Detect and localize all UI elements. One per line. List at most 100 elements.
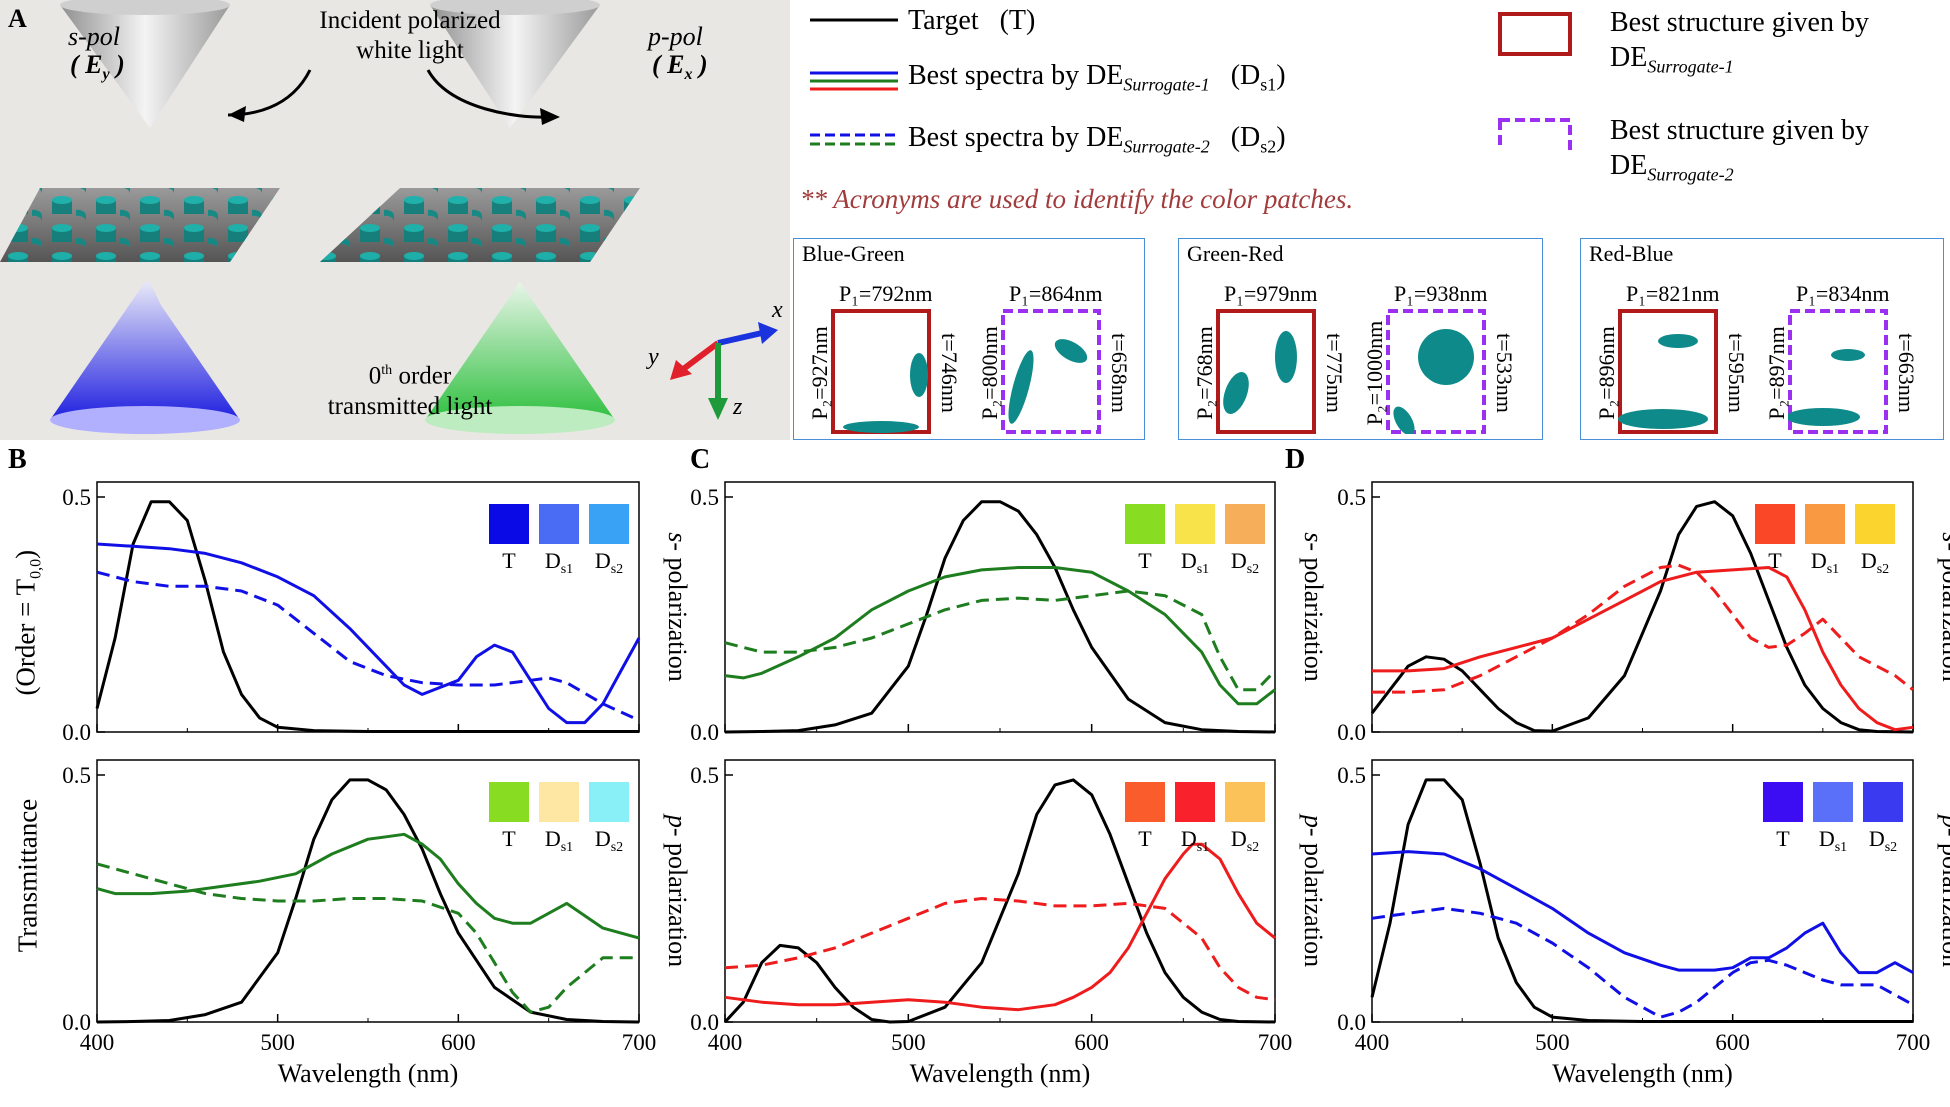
structure2-p1-label: P₁=864nm (1009, 281, 1103, 306)
color-swatch (589, 504, 629, 544)
y-tick-label: 0.0 (62, 720, 91, 745)
structure1-thickness-label: t=595nm (1724, 333, 1749, 413)
x-axis-label: Wavelength (nm) (910, 1059, 1091, 1088)
spectrum-plot-d-p: 400 500 600 700 0.0 0.5 T Ds1 Ds2 p- polarization… (1337, 759, 1950, 1088)
spectrum-plot-c-p: 400 500 600 700 0.0 0.5 T Ds1 Ds2 p- polarization… (690, 759, 1328, 1088)
x-axis-label: Wavelength (nm) (1552, 1059, 1733, 1088)
panel-label-c: C (690, 444, 711, 475)
swatch-label: Ds1 (545, 826, 573, 855)
structure2-thickness-label: t=658nm (1107, 333, 1132, 413)
swatch-label: Ds1 (1181, 548, 1209, 577)
color-swatch (1855, 504, 1895, 544)
legend-structure2: Best structure given by DESurrogate-2 (1610, 115, 1869, 185)
color-swatch (1175, 782, 1215, 822)
color-swatch (1125, 782, 1165, 822)
series-line-t (1370, 500, 1914, 734)
series-line-ds2 (1372, 563, 1914, 694)
swatch-label: T (1768, 548, 1782, 573)
swatch-label: Ds2 (1231, 548, 1259, 577)
series-line-t (96, 778, 640, 1024)
structure-box-green-red: Green-Red P₁=979nm P₂=768nm t=775nm P₁=938nm… (1178, 238, 1543, 440)
y-axis-arrow (680, 340, 720, 373)
arrow-right (426, 69, 546, 119)
swatch-label: T (1138, 548, 1152, 573)
x-tick-label: 600 (1074, 1030, 1109, 1055)
structure2-p1-label: P₁=938nm (1394, 281, 1488, 306)
series-line-ds2 (96, 862, 639, 1014)
structure2-p2-label: P₂=1000nm (1362, 320, 1387, 426)
series-line-t (1370, 778, 1913, 1023)
polarization-label: s- polarization (663, 532, 692, 681)
legend-structure1: Best structure given by DESurrogate-1 (1610, 7, 1869, 77)
panel-label-a: A (8, 4, 27, 33)
color-swatch (1813, 782, 1853, 822)
transmitted-light-label: 0th order transmitted light (327, 362, 493, 421)
legend-surrogate1: Best spectra by DESurrogate-1 (Ds1) (908, 60, 1286, 95)
structure1-p1-label: P₁=821nm (1626, 281, 1720, 306)
p-field-label: ( Ex ) (652, 50, 708, 84)
y-tick-label: 0.5 (690, 763, 719, 788)
swatch-label: Ds2 (1231, 826, 1259, 855)
x-tick-label: 600 (1715, 1030, 1750, 1055)
color-swatch (1805, 504, 1845, 544)
legend-target: Target (T) (908, 5, 1036, 36)
structure2-p1-label: P₁=834nm (1796, 281, 1890, 306)
swatch-label: Ds1 (545, 548, 573, 577)
x-tick-label: 700 (1258, 1030, 1293, 1055)
spectrum-plot-b-s: 0.0 0.5 T Ds1 Ds2 s- polarization (62, 481, 692, 745)
s-field-label: ( Ey ) (70, 50, 125, 84)
structure2-unit-cell (1001, 309, 1101, 434)
y-tick-label: 0.0 (1337, 1010, 1366, 1035)
legend-lines (810, 12, 1572, 150)
swatch-label: T (1776, 826, 1790, 851)
spectrum-plot-d-s: 0.0 0.5 T Ds1 Ds2 s- polarization (1337, 481, 1950, 745)
structure-title: Green-Red (1187, 241, 1284, 266)
incident-light-label: Incident polarized white light (319, 7, 501, 64)
ylabel-bottom: Transmittance (12, 798, 43, 953)
x-axis-label: Wavelength (nm) (278, 1059, 459, 1088)
structure1-p2-label: P₂=896nm (1594, 326, 1619, 420)
structure-title: Red-Blue (1589, 241, 1674, 266)
structure-title: Blue-Green (802, 241, 905, 266)
swatch-label: Ds2 (1861, 548, 1889, 577)
metasurface-illustration (0, 0, 778, 434)
color-swatch (489, 782, 529, 822)
structure2-thickness-label: t=533nm (1492, 333, 1517, 413)
polarization-label: p- polarization (1937, 813, 1950, 967)
axis-z-label: z (733, 394, 743, 420)
structure2-unit-cell (1788, 309, 1888, 434)
structure1-p2-label: P₂=927nm (807, 326, 832, 420)
y-tick-label: 0.5 (690, 485, 719, 510)
spectrum-plot-c-s: 0.0 0.5 T Ds1 Ds2 s- polarization (690, 481, 1328, 745)
y-tick-label: 0.5 (1337, 485, 1366, 510)
color-swatch (1863, 782, 1903, 822)
s-pol-label: s-pol (68, 22, 120, 51)
polarization-label: s- polarization (1299, 532, 1328, 681)
x-tick-label: 400 (80, 1030, 115, 1055)
y-tick-label: 0.0 (1337, 720, 1366, 745)
color-swatch (1125, 504, 1165, 544)
structure1-thickness-label: t=775nm (1322, 333, 1347, 413)
structure2-p2-label: P₂=800nm (977, 326, 1002, 420)
x-tick-label: 600 (441, 1030, 476, 1055)
polarization-label: s- polarization (1937, 532, 1950, 681)
series-line-t (95, 500, 639, 733)
structure-box-red-blue: Red-Blue P₁=821nm P₂=896nm t=595nm P₁=834nm P… (1580, 238, 1944, 440)
structure2-thickness-label: t=663nm (1894, 333, 1919, 413)
structure1-p1-label: P₁=792nm (839, 281, 933, 306)
p-pol-label: p-pol (648, 22, 703, 51)
y-tick-label: 0.5 (62, 763, 91, 788)
swatch-label: Ds2 (595, 548, 623, 577)
x-tick-label: 400 (708, 1030, 743, 1055)
series-line-t (723, 778, 1276, 1024)
panel-a-illustration: A s-pol ( Ey ) p-pol ( Ex ) Incident pol… (0, 0, 790, 440)
panel-label-b: B (8, 444, 27, 475)
swatch-label: Ds1 (1811, 548, 1839, 577)
structure1-unit-cell (1216, 309, 1316, 434)
series-line-ds1 (96, 542, 641, 725)
ylabel-top: (Order = T0,0) (10, 549, 45, 696)
series-line-ds2 (724, 589, 1277, 692)
structure1-thickness-label: t=746nm (937, 333, 962, 413)
x-tick-label: 700 (1896, 1030, 1931, 1055)
swatch-label: T (1138, 826, 1152, 851)
